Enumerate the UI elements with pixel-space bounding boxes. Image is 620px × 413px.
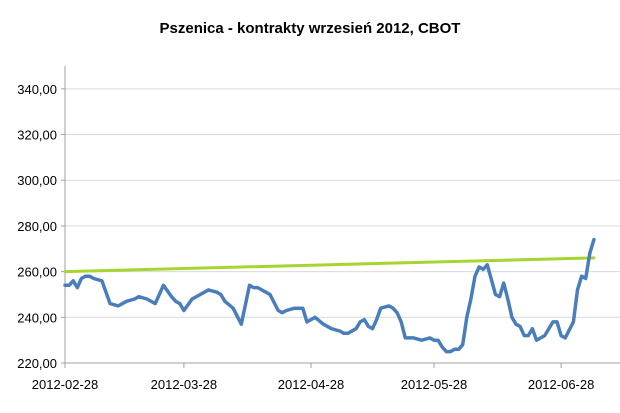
y-tick-label: 280,00 <box>17 219 57 234</box>
trend-series-line <box>63 256 596 274</box>
x-tick-label: 2012-03-28 <box>151 377 218 392</box>
x-tick-label: 2012-02-28 <box>32 377 99 392</box>
price-series-line <box>63 237 596 354</box>
x-tick-label: 2012-06-28 <box>528 377 595 392</box>
chart-title: Pszenica - kontrakty wrzesień 2012, CBOT <box>160 20 461 37</box>
y-axis-ticks: 220,00 240,00 260,00 280,00 300,00 320,00 340,… <box>17 82 65 371</box>
y-tick-label: 300,00 <box>17 173 57 188</box>
series-group <box>63 237 596 354</box>
x-tick-label: 2012-04-28 <box>278 377 345 392</box>
gridlines <box>65 88 620 318</box>
y-tick-label: 260,00 <box>17 265 57 280</box>
y-tick-label: 220,00 <box>17 356 57 371</box>
x-axis-ticks: 2012-02-28 2012-03-28 2012-04-28 2012-05-28… <box>32 363 595 392</box>
y-tick-label: 340,00 <box>17 82 57 97</box>
x-tick-label: 2012-05-28 <box>401 377 468 392</box>
y-tick-label: 240,00 <box>17 310 57 325</box>
y-tick-label: 320,00 <box>17 128 57 143</box>
